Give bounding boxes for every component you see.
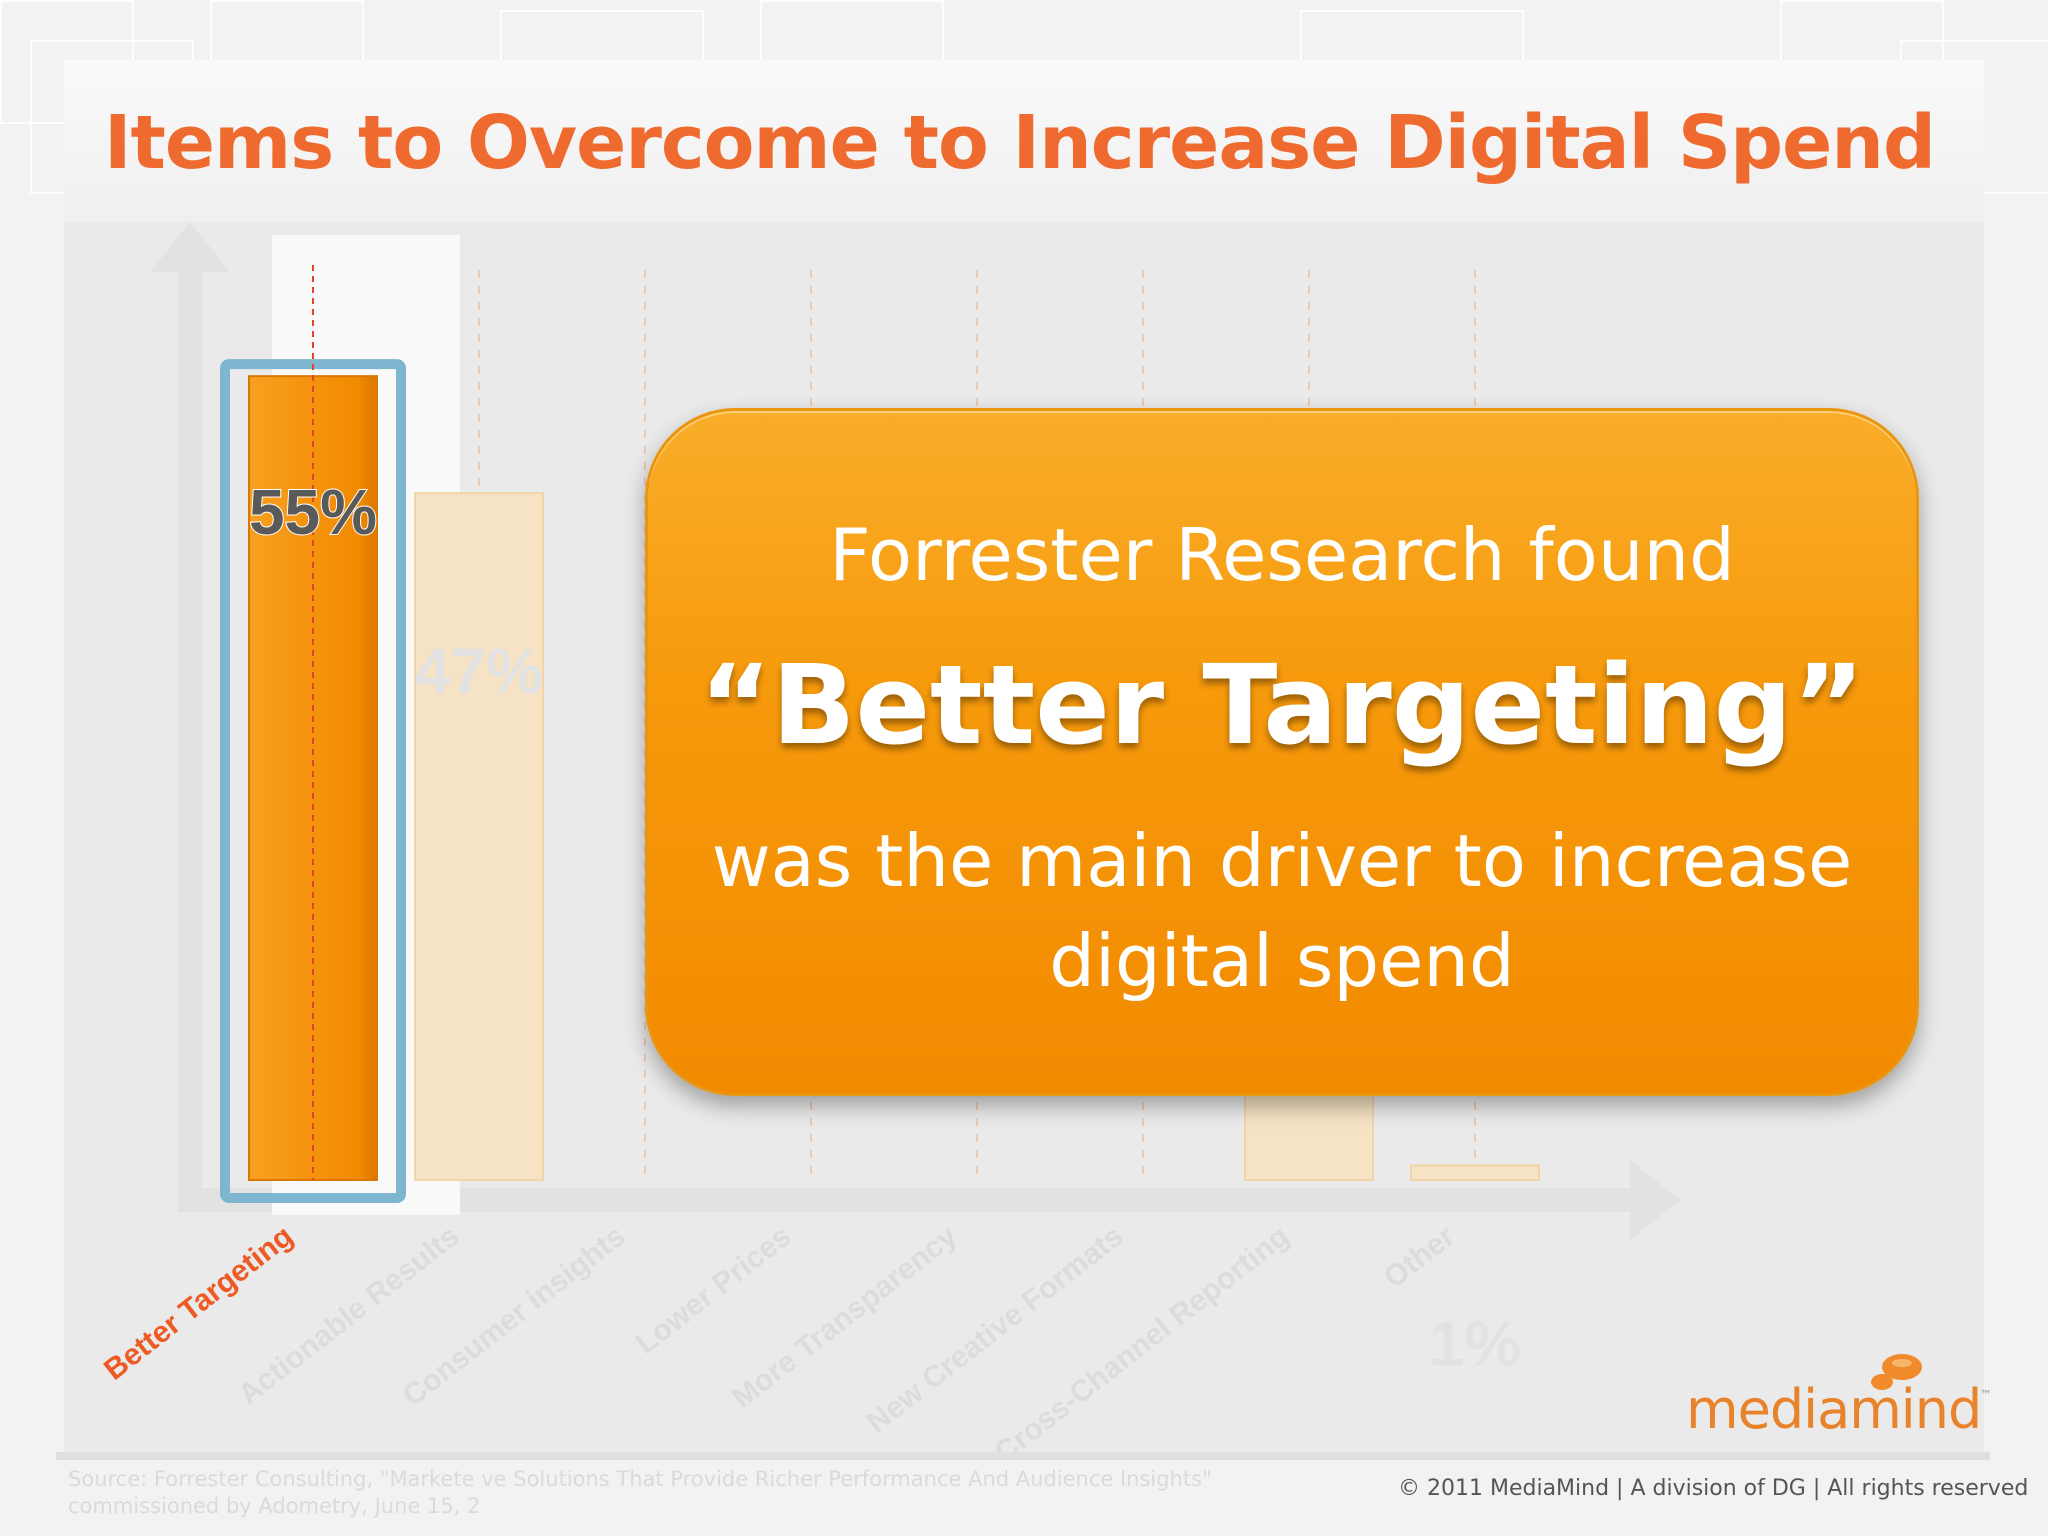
callout-intro-text: Forrester Research found — [829, 513, 1735, 597]
logo-trademark: ™ — [1980, 1388, 1992, 1402]
bar — [1410, 1164, 1540, 1182]
footer-rule — [56, 1452, 1990, 1460]
speech-bubble-icon — [1871, 1354, 1922, 1390]
category-label: Lower Prices — [630, 1220, 797, 1361]
callout-conclusion-text: was the main driver to increase digital … — [711, 819, 1853, 1003]
slide-title: Items to Overcome to Increase Digital Sp… — [104, 100, 1936, 186]
category-label: Cross-Channel Reporting — [989, 1220, 1296, 1470]
bar — [414, 492, 544, 1182]
bar-value-label: 1% — [1429, 1307, 1522, 1379]
callout-highlight-text: “Better Targeting” — [699, 641, 1865, 769]
x-axis-arrowhead — [1630, 1160, 1680, 1240]
mediamind-logo: mediamind — [1686, 1378, 1982, 1441]
copyright-text: © 2011 MediaMind | A division of DG | Al… — [1398, 1476, 2029, 1501]
y-axis — [178, 250, 202, 1212]
category-label: Other — [1378, 1219, 1462, 1294]
bar-value-label: 55% — [249, 476, 377, 548]
callout-box: Forrester Research found “Better Targeti… — [645, 408, 1919, 1096]
bar-value-label: 47% — [415, 635, 543, 707]
y-axis-arrowhead — [150, 222, 230, 272]
header-band — [64, 60, 1984, 222]
source-note: Source: Forrester Consulting, "Markete v… — [68, 1467, 1212, 1518]
